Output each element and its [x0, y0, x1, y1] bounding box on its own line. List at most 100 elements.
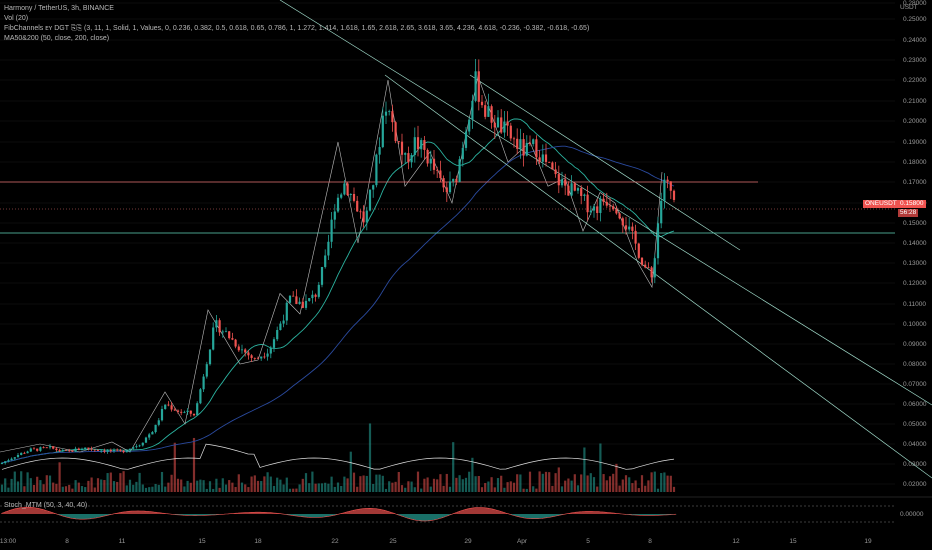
candle-body: [343, 183, 346, 195]
volume-bar: [36, 476, 39, 492]
time-axis[interactable]: 13:00 8 11 15 18 22 25 29 Apr 5 8 12 15 19: [0, 538, 872, 545]
volume-bar: [346, 478, 349, 492]
price-tick-label: 0.22000: [903, 77, 927, 84]
volume-bar: [112, 481, 116, 492]
volume-bar: [237, 474, 240, 492]
volume-bar: [650, 472, 653, 492]
candle-body: [228, 331, 231, 339]
candle-body: [452, 178, 455, 182]
time-tick-label: 29: [464, 538, 472, 545]
volume-bar: [580, 474, 583, 492]
price-tick-label: 0.15000: [903, 220, 927, 227]
ma-legend[interactable]: MA50&200 (50, close, 200, close): [4, 35, 110, 42]
volume-bar: [672, 486, 676, 492]
candle-body: [391, 111, 394, 123]
currency-label: USDT: [900, 4, 918, 11]
candle-body: [112, 449, 116, 452]
volume-bar: [224, 484, 228, 492]
candle-body: [266, 353, 269, 357]
volume-bar: [122, 471, 125, 492]
volume-bar: [404, 487, 407, 492]
price-tick-label: 0.21000: [903, 98, 927, 105]
volume-bar: [311, 471, 314, 492]
price-tick-label: 0.17000: [903, 179, 927, 186]
volume-bar: [304, 473, 308, 492]
volume-bar: [384, 488, 388, 492]
candle-body: [538, 157, 541, 162]
volume-bar: [87, 480, 90, 492]
volume-bar: [138, 472, 141, 492]
candle-body: [375, 154, 378, 186]
volume-bar: [4, 478, 7, 492]
candle-body: [308, 298, 311, 301]
volume-bar: [218, 487, 221, 492]
candle-body: [285, 302, 288, 321]
volume-bar: [48, 475, 52, 492]
candle-body: [647, 267, 650, 269]
price-axis[interactable]: 0.28000 0.25000 0.24000 0.23000 0.22000 0.210…: [903, 0, 927, 488]
candle-body: [84, 447, 87, 450]
candle-body: [420, 140, 423, 150]
price-tick-label: 0.19000: [903, 139, 927, 146]
candle-body: [352, 194, 356, 201]
candle-body: [554, 169, 557, 175]
volume-bar: [90, 477, 93, 492]
candle-body: [362, 211, 365, 223]
volume-bar: [375, 474, 378, 492]
volume-bar: [71, 488, 74, 492]
volume-bar: [429, 486, 432, 492]
volume-bar: [487, 481, 490, 492]
candle-body: [368, 189, 372, 211]
candle-body: [592, 206, 596, 211]
volume-bar: [653, 471, 656, 492]
volume-bar: [183, 486, 186, 492]
volume-bar: [407, 481, 410, 492]
stoch-legend[interactable]: Stoch_MTM (50, 3, 40, 40): [4, 502, 88, 509]
symbol-price-tag: ONEUSDT: [863, 200, 899, 208]
candle-body: [400, 141, 404, 155]
candle-body: [132, 447, 135, 449]
volume-bar: [208, 481, 212, 492]
candle-body: [29, 448, 32, 452]
candle-body: [208, 349, 212, 365]
volume-bar: [308, 483, 311, 492]
candle-body: [10, 458, 13, 461]
volume-bar: [592, 477, 596, 492]
volume-bar: [493, 487, 496, 492]
volume-bar: [608, 476, 612, 492]
volume-bar: [119, 473, 122, 492]
candle-body: [471, 100, 474, 120]
volume-bar: [106, 473, 109, 492]
fib-channels-legend[interactable]: FibChannels ᴇʏ DGT ⎘⎘ (3, 11, 1, Solid, …: [4, 25, 590, 32]
candle-body: [260, 356, 263, 359]
candle-body: [234, 339, 237, 347]
volume-bar: [0, 484, 4, 492]
candle-body: [13, 457, 16, 459]
candle-body: [461, 147, 464, 160]
candle-body: [490, 106, 493, 123]
volume-bar: [560, 486, 564, 492]
candle-body: [436, 169, 439, 171]
candle-body: [141, 442, 144, 446]
candle-body: [138, 445, 141, 447]
volume-bar: [381, 475, 384, 492]
volume-bar: [512, 482, 516, 492]
candle-body: [247, 352, 250, 356]
volume-bar: [640, 475, 644, 492]
volume-legend[interactable]: Vol (20): [4, 15, 29, 22]
last-price-tag: 0.15800: [898, 200, 926, 208]
volume-bar: [64, 486, 68, 492]
volume-bar: [660, 473, 663, 492]
volume-bar: [516, 474, 519, 492]
candle-body: [90, 448, 93, 450]
volume-bar: [400, 485, 404, 492]
candle-body: [106, 450, 109, 452]
candle-body: [580, 188, 583, 196]
time-tick-label: 8: [648, 538, 652, 545]
volume-bar: [173, 442, 176, 492]
volume-bar: [292, 488, 295, 492]
candle-body: [551, 162, 554, 170]
candle-body: [599, 198, 602, 213]
candle-body: [119, 450, 122, 451]
